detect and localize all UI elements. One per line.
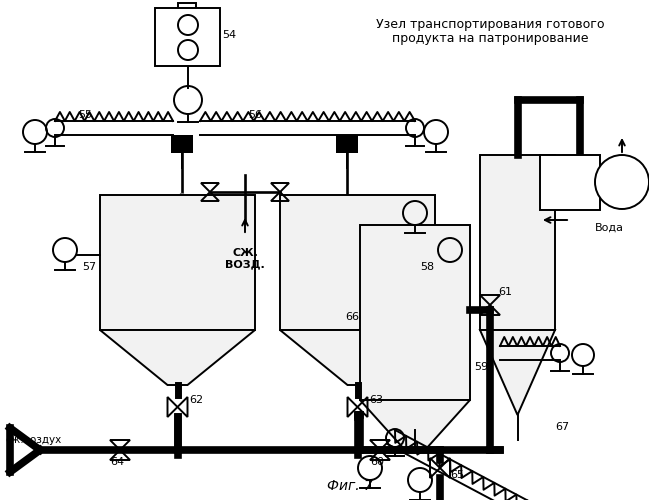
Text: сж.воздух: сж.воздух xyxy=(5,435,61,445)
Text: Узел транспортирования готового: Узел транспортирования готового xyxy=(376,18,604,31)
Text: 58: 58 xyxy=(420,262,434,272)
Text: 54: 54 xyxy=(222,30,236,40)
Text: Вода: Вода xyxy=(595,223,624,233)
Text: 55: 55 xyxy=(78,110,92,120)
Bar xyxy=(100,195,255,330)
Text: 63: 63 xyxy=(369,395,384,405)
Bar xyxy=(294,200,312,220)
Polygon shape xyxy=(360,400,470,450)
Circle shape xyxy=(595,155,649,209)
Text: 67: 67 xyxy=(555,422,569,432)
Bar xyxy=(540,155,600,210)
Bar xyxy=(178,3,196,11)
Bar xyxy=(171,135,193,153)
Text: 59: 59 xyxy=(474,362,488,372)
Text: 57: 57 xyxy=(82,262,96,272)
Polygon shape xyxy=(100,330,255,385)
Text: СЖ.
ВОЗД.: СЖ. ВОЗД. xyxy=(225,248,265,270)
Bar xyxy=(336,135,358,153)
Text: Фиг. 7: Фиг. 7 xyxy=(327,479,373,493)
Text: 65: 65 xyxy=(450,470,464,480)
Text: 56: 56 xyxy=(248,110,262,120)
Text: 60: 60 xyxy=(370,457,384,467)
Bar xyxy=(280,195,435,330)
Text: продукта на патронирование: продукта на патронирование xyxy=(392,32,588,45)
Bar xyxy=(155,8,220,66)
Text: 66: 66 xyxy=(345,312,359,322)
Text: 62: 62 xyxy=(190,395,204,405)
Polygon shape xyxy=(280,330,435,385)
Text: 61: 61 xyxy=(498,287,512,297)
Bar xyxy=(360,225,470,400)
Bar xyxy=(236,200,254,220)
Text: 64: 64 xyxy=(110,457,124,467)
Bar xyxy=(480,155,555,330)
Polygon shape xyxy=(480,330,555,415)
